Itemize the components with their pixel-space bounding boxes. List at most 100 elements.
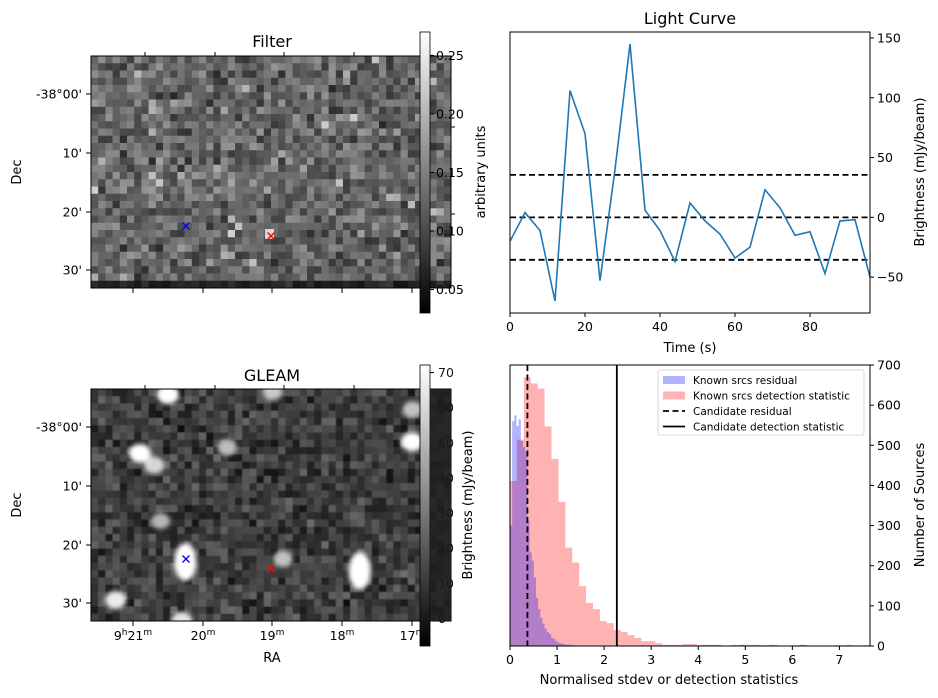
legend-swatch (663, 391, 685, 400)
histogram-bar (620, 631, 628, 646)
light-curve-ytick-label: 100 (877, 90, 901, 105)
gleam-xtick-label: 20m (191, 628, 216, 643)
histogram-bar (514, 415, 517, 646)
histogram-bar (544, 426, 552, 646)
histogram-ytick-label: 600 (877, 398, 901, 413)
histogram-bar (510, 481, 517, 646)
histogram-panel: 0 1 2 3 4 5 6 7 0 100 200 300 400 500 600 700 Normalis… (506, 358, 928, 689)
histogram-ytick-label: 100 (877, 598, 901, 613)
gleam-xtick-label: 19m (260, 628, 285, 643)
histogram-bar (546, 631, 549, 646)
light-curve-xtick-label: 60 (727, 319, 743, 334)
filter-colorbar (419, 31, 431, 314)
histogram-ytick-label: 500 (877, 438, 901, 453)
histogram-bar (689, 643, 697, 646)
legend-item: Candidate residual (663, 406, 792, 418)
histogram-bar (700, 644, 722, 646)
histogram-bar (648, 641, 656, 646)
light-curve-ytick-label: 0 (877, 210, 885, 225)
filter-ytick-label: -38°00' (36, 87, 82, 102)
gleam-title: GLEAM (244, 366, 300, 385)
histogram-ytick-label: 300 (877, 518, 901, 533)
filter-colorbar-label: arbitrary units (474, 125, 489, 218)
histogram-bar (542, 623, 545, 646)
histogram-legend: Known srcs residual Known srcs detection … (657, 369, 865, 436)
histogram-bar (606, 623, 614, 646)
legend-label: Candidate residual (693, 406, 792, 418)
histogram-bar (538, 609, 541, 646)
histogram-bar (533, 577, 536, 646)
legend-item: Known srcs detection statistic (663, 391, 850, 403)
histogram-bar (634, 637, 642, 646)
gleam-ylabel: Dec (10, 492, 25, 517)
histogram-bar (527, 520, 530, 646)
histogram-bar (531, 560, 534, 646)
histogram-bar (738, 644, 746, 646)
light-curve-panel: Light Curve 0 20 40 60 80 −50 0 50 100 150 Time … (506, 9, 928, 356)
histogram-bar (512, 421, 515, 646)
histogram-bar (516, 439, 524, 646)
histogram-bar (846, 644, 854, 646)
gleam-ytick-label: -38°00' (36, 420, 82, 435)
histogram-bar (662, 644, 670, 646)
filter-colorbar-ticks: 0.05 0.10 0.15 0.20 0.25 (430, 48, 464, 297)
histogram-bar (544, 628, 547, 646)
histogram-xtick-label: 7 (835, 652, 843, 667)
candidate-marker (267, 232, 275, 240)
histogram-bar (572, 562, 580, 646)
gleam-xticks: 9h21m20m19m18m17m (114, 385, 425, 643)
filter-image (91, 56, 451, 288)
gleam-source (143, 456, 165, 474)
histogram-bar (568, 644, 571, 646)
gleam-markers (182, 555, 275, 573)
legend-label: Known srcs detection statistic (693, 391, 850, 403)
histogram-bar (555, 641, 558, 646)
gleam-ytick-label: 20' (63, 538, 82, 553)
light-curve-title: Light Curve (644, 9, 736, 28)
histogram-bar (558, 501, 566, 646)
residual-histogram (510, 415, 580, 646)
filter-title: Filter (252, 32, 292, 51)
histogram-ytick-label: 200 (877, 558, 901, 573)
histogram-ytick-label: 700 (877, 358, 901, 373)
gleam-source (128, 444, 151, 463)
light-curve-ylabel: Brightness (mJy/beam) (913, 98, 928, 247)
histogram-bar (768, 644, 779, 646)
histogram-bar (731, 644, 739, 646)
gleam-xtick-label: 18m (330, 628, 355, 643)
histogram-ylabel: Number of Sources (913, 443, 928, 568)
histogram-xtick-label: 3 (647, 652, 655, 667)
light-curve-series (510, 43, 870, 302)
gleam-colorbar (419, 364, 431, 647)
histogram-bar (561, 643, 565, 646)
histogram-bar (593, 609, 600, 646)
histogram-ytick-label: 400 (877, 478, 901, 493)
histogram-bar (540, 617, 543, 646)
gleam-source (156, 389, 179, 405)
histogram-xtick-label: 2 (600, 652, 608, 667)
histogram-bar (669, 644, 677, 646)
gleam-image (91, 389, 451, 621)
histogram-xtick-label: 1 (553, 652, 561, 667)
light-curve-ytick-label: −50 (877, 270, 903, 285)
histogram-bar (579, 586, 587, 646)
histogram-bar (551, 458, 559, 646)
candidate-marker (267, 565, 275, 573)
gleam-yticks: -38°00' 10' 20' 30' (36, 420, 91, 611)
light-curve-ytick-label: 150 (877, 30, 901, 45)
histogram-bar (551, 637, 554, 646)
filter-colorbar-tick-label: 0.05 (436, 282, 464, 297)
light-curve-frame (509, 31, 871, 314)
filter-colorbar-tick-label: 0.15 (436, 165, 464, 180)
histogram-bar (740, 644, 760, 646)
gleam-panel: GLEAM 9h21m20m19m18m17m -38°00'10'20'30'… (10, 364, 476, 666)
gleam-source (105, 591, 127, 610)
histogram-bar (530, 383, 538, 646)
histogram-yticks: 0 100 200 300 400 500 600 700 (870, 358, 901, 654)
histogram-bar (655, 643, 663, 646)
histogram-bar (537, 388, 545, 646)
histogram-xlabel: Normalised stdev or detection statistics (540, 673, 799, 688)
gleam-image-overlap (430, 389, 451, 621)
histogram-bar (799, 644, 807, 646)
